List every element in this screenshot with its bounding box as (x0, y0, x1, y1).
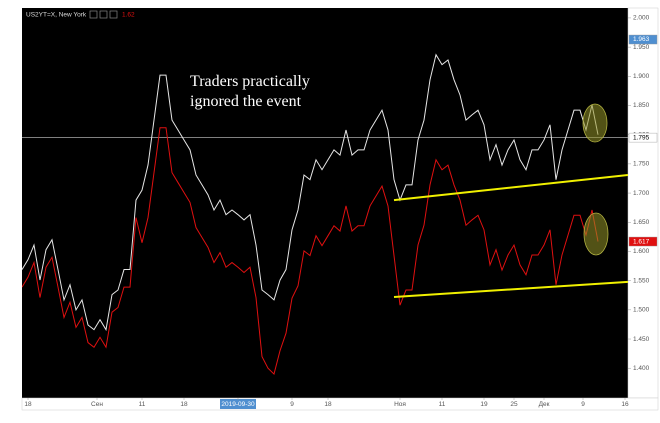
x-tick-label: 11 (439, 401, 446, 408)
y-tick-label: 1.900 (633, 73, 650, 80)
price-label-box (628, 236, 658, 247)
price-label: 1.795 (633, 134, 650, 141)
series-line (22, 53, 599, 332)
y-tick-label: 2.000 (633, 15, 650, 22)
y-tick-label: 1.650 (633, 219, 650, 226)
price-label-box (628, 34, 658, 45)
plot-marks (22, 53, 628, 376)
price-label-box (628, 132, 658, 143)
x-axis-strip (21, 397, 659, 411)
legend-title: US2YT=X, New York (26, 12, 87, 19)
trendline (393, 173, 628, 202)
y-tick-label: 1.850 (633, 102, 650, 109)
highlight (583, 212, 609, 256)
y-tick-label: 1.500 (633, 307, 650, 314)
y-tick-label: 1.750 (633, 161, 650, 168)
x-tick-highlight (220, 399, 256, 409)
y-tick-label: 1.950 (633, 44, 650, 51)
y-tick-label: 1.600 (633, 248, 650, 255)
trendline (393, 280, 628, 298)
x-tick-label: 19 (480, 401, 488, 408)
annotation: ignored the event (190, 93, 302, 110)
x-tick-label: 16 (621, 401, 629, 408)
legend-icon (109, 10, 118, 19)
price-label: 1.963 (633, 36, 650, 43)
y-tick-label: 1.550 (633, 277, 650, 284)
legend-icon (89, 10, 98, 19)
x-tick-label: Дек (539, 401, 550, 408)
x-tick-label: Сен (91, 401, 103, 408)
x-tick-label: 18 (24, 401, 32, 408)
legend-value: 1.62 (122, 12, 135, 19)
highlight (582, 103, 608, 143)
plot-area (22, 8, 628, 398)
x-tick-label: 25 (510, 401, 518, 408)
y-tick-label: 1.450 (633, 336, 650, 343)
x-tick-label: Ноя (394, 401, 406, 408)
x-tick-label: 18 (324, 401, 332, 408)
x-tick-label: 11 (139, 401, 146, 408)
y-tick-label: 1.700 (633, 190, 650, 197)
x-tick-label: 9 (290, 401, 294, 408)
series-line (22, 127, 599, 376)
legend-icon (99, 10, 108, 19)
annotation: Traders practically (190, 73, 310, 90)
price-label: 1.617 (633, 238, 650, 245)
y-axis-strip (627, 7, 659, 399)
x-tick-label: 2019-09-30 (221, 401, 255, 408)
y-tick-label: 1.400 (633, 365, 650, 372)
x-tick-label: 18 (180, 401, 188, 408)
x-tick-label: 9 (581, 401, 585, 408)
